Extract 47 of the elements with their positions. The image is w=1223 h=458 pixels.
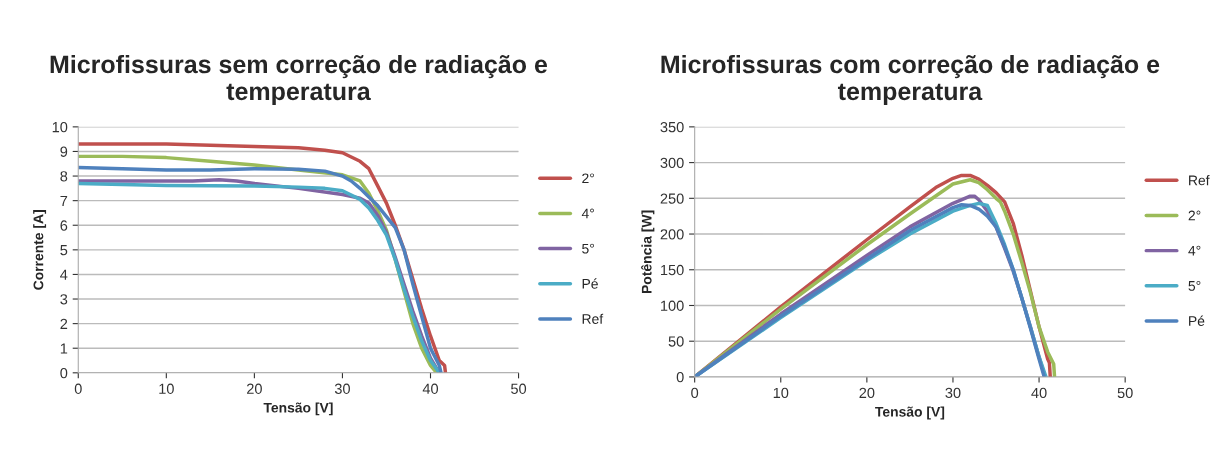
legend-label: 2° — [582, 173, 594, 184]
y-tick-label: 1 — [60, 343, 68, 354]
legend-label: 4° — [1188, 245, 1201, 256]
x-tick-label: 50 — [1117, 387, 1133, 399]
x-tick-label: 40 — [422, 383, 439, 394]
y-tick-label: 300 — [660, 157, 684, 169]
chart-title: Microfissuras sem correção de radiação e temperatura — [50, 54, 547, 106]
legend-label: 5° — [582, 243, 594, 254]
y-tick-label: 0 — [676, 372, 684, 383]
y-axis-title: Corrente [A] — [33, 210, 47, 290]
x-tick-label: 20 — [859, 387, 875, 399]
legend-label: Pé — [582, 278, 598, 289]
y-tick-label: 9 — [60, 146, 68, 157]
y-tick-label: 2 — [60, 318, 68, 329]
y-tick-label: 10 — [52, 121, 68, 133]
legend-label: Ref — [582, 313, 604, 324]
y-tick-label: 200 — [660, 229, 684, 240]
y-tick-label: 3 — [60, 294, 68, 305]
y-tick-label: 350 — [660, 121, 684, 133]
x-tick-label: 40 — [1031, 387, 1047, 399]
y-tick-label: 7 — [60, 195, 68, 206]
x-tick-label: 0 — [74, 383, 82, 394]
x-axis-title: Tensão [V] — [263, 402, 333, 416]
x-tick-label: 30 — [945, 387, 961, 399]
y-tick-label: 250 — [660, 193, 684, 204]
y-tick-label: 4 — [60, 269, 68, 280]
legend-label: 5° — [1188, 280, 1201, 291]
y-tick-label: 50 — [668, 336, 684, 347]
y-tick-label: 0 — [60, 367, 68, 379]
x-tick-label: 50 — [511, 383, 527, 394]
chart-title: Microfissuras com correção de radiação e temperatura — [661, 54, 1160, 106]
y-tick-label: 5 — [60, 245, 68, 256]
y-axis-title: Potência [W] — [641, 210, 655, 294]
x-tick-label: 10 — [159, 383, 174, 394]
y-tick-label: 6 — [60, 220, 68, 231]
y-tick-label: 100 — [661, 300, 684, 311]
x-tick-label: 0 — [691, 387, 699, 399]
legend-label: Ref — [1189, 175, 1210, 186]
y-tick-label: 8 — [60, 171, 68, 182]
x-tick-label: 30 — [334, 383, 350, 394]
legend-label: 2° — [1188, 210, 1201, 221]
legend-label: 4° — [581, 208, 594, 219]
x-tick-label: 20 — [247, 383, 262, 394]
y-tick-label: 150 — [661, 264, 684, 276]
x-tick-label: 10 — [773, 387, 789, 399]
legend-label: Pé — [1189, 315, 1205, 326]
x-axis-title: Tensão [V] — [875, 406, 945, 420]
